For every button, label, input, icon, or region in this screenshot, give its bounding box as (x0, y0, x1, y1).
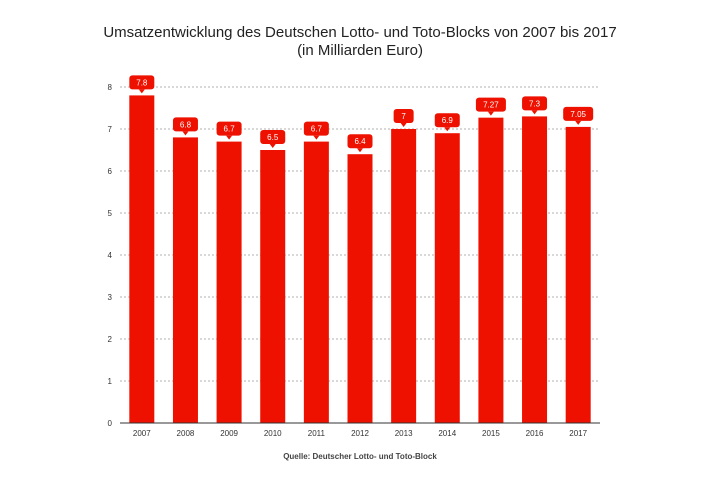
bar (522, 116, 548, 424)
data-label-bubble (393, 109, 414, 123)
y-tick-label: 5 (108, 209, 113, 218)
x-tick-label: 2011 (308, 429, 326, 438)
data-label: 7.3 (522, 96, 548, 115)
data-label: 6.8 (172, 117, 198, 136)
data-label: 7.05 (563, 106, 594, 125)
x-tick-label: 2017 (569, 429, 587, 438)
data-label: 7.8 (129, 75, 155, 94)
chart-subtitle: (in Milliarden Euro) (297, 42, 423, 59)
data-label-pointer (575, 120, 582, 125)
data-label-text: 6.7 (311, 125, 323, 134)
data-label-text: 6.9 (442, 116, 454, 125)
x-axis-tick-labels: 2007 2008 2009 2010 2011 2012 2013 2014 2015 2016… (133, 429, 588, 438)
data-label: 6.7 (216, 121, 242, 140)
data-label-text: 7.05 (570, 110, 586, 119)
data-label: 7.27 (475, 97, 506, 116)
x-tick-label: 2014 (438, 429, 456, 438)
data-label-text: 6.5 (267, 133, 279, 142)
data-label-pointer (487, 111, 494, 116)
x-tick-label: 2012 (351, 429, 369, 438)
data-label-bubble (303, 121, 329, 136)
y-tick-label: 0 (108, 419, 113, 428)
bar (391, 129, 417, 423)
y-tick-label: 4 (108, 251, 113, 260)
x-tick-label: 2010 (264, 429, 282, 438)
y-axis-tick-labels: 0 1 2 3 4 5 6 7 8 (108, 83, 113, 428)
data-label-text: 7 (401, 112, 406, 121)
data-label-bubble (347, 134, 373, 149)
data-label-bubble (563, 106, 594, 121)
x-tick-label: 2007 (133, 429, 151, 438)
data-label: 6.7 (303, 121, 329, 140)
bar (260, 150, 286, 423)
data-label-text: 7.27 (483, 101, 499, 110)
data-label-pointer (531, 110, 538, 115)
data-label-bubble (260, 130, 286, 144)
x-tick-label: 2009 (220, 429, 238, 438)
data-label-text: 7.3 (529, 99, 541, 108)
data-label-pointer (444, 127, 451, 132)
data-label-pointer (182, 131, 189, 136)
x-tick-label: 2016 (526, 429, 544, 438)
y-tick-label: 3 (108, 293, 113, 302)
y-tick-label: 8 (108, 83, 113, 92)
data-label-text: 7.8 (136, 78, 148, 87)
data-label: 6.5 (260, 130, 286, 148)
data-label: 7 (393, 109, 414, 127)
data-label-bubble (434, 113, 460, 128)
data-label-bubble (172, 117, 198, 132)
x-tick-label: 2015 (482, 429, 500, 438)
data-label-text: 6.7 (224, 125, 236, 134)
data-label-bubble (522, 96, 548, 111)
bar (172, 137, 198, 423)
data-label-pointer (226, 135, 233, 140)
bar (129, 95, 155, 424)
data-label-pointer (138, 89, 145, 94)
x-tick-label: 2013 (395, 429, 413, 438)
data-label-bubble (475, 97, 506, 112)
bars (129, 95, 591, 424)
data-label-pointer (269, 144, 276, 148)
data-label-bubble (129, 75, 155, 90)
y-tick-label: 7 (108, 125, 113, 134)
data-label-bubble (216, 121, 242, 136)
data-label-pointer (313, 135, 320, 140)
data-label: 6.4 (347, 134, 373, 153)
bar (434, 133, 460, 423)
data-label-pointer (357, 148, 363, 153)
data-label-text: 6.8 (180, 120, 192, 129)
bar (478, 117, 504, 423)
y-tick-label: 1 (108, 377, 113, 386)
x-tick-label: 2008 (177, 429, 195, 438)
chart-title-block: Umsatzentwicklung des Deutschen Lotto- u… (0, 24, 720, 60)
y-tick-label: 6 (108, 167, 113, 176)
gridlines (120, 86, 600, 382)
bar (216, 141, 242, 423)
bar (347, 154, 373, 423)
data-label-pointer (400, 123, 407, 127)
y-tick-label: 2 (108, 335, 113, 344)
source-note: Quelle: Deutscher Lotto- und Toto-Block (283, 452, 437, 461)
chart-title: Umsatzentwicklung des Deutschen Lotto- u… (103, 24, 617, 41)
data-label-text: 6.4 (354, 137, 366, 146)
bar (303, 141, 329, 423)
data-label: 6.9 (434, 113, 460, 132)
bar (565, 126, 591, 424)
data-labels: 7.8 6.8 6.7 6.5 6.7 6.4 7 6.9 7.27 7.3 7.05 (129, 75, 594, 153)
